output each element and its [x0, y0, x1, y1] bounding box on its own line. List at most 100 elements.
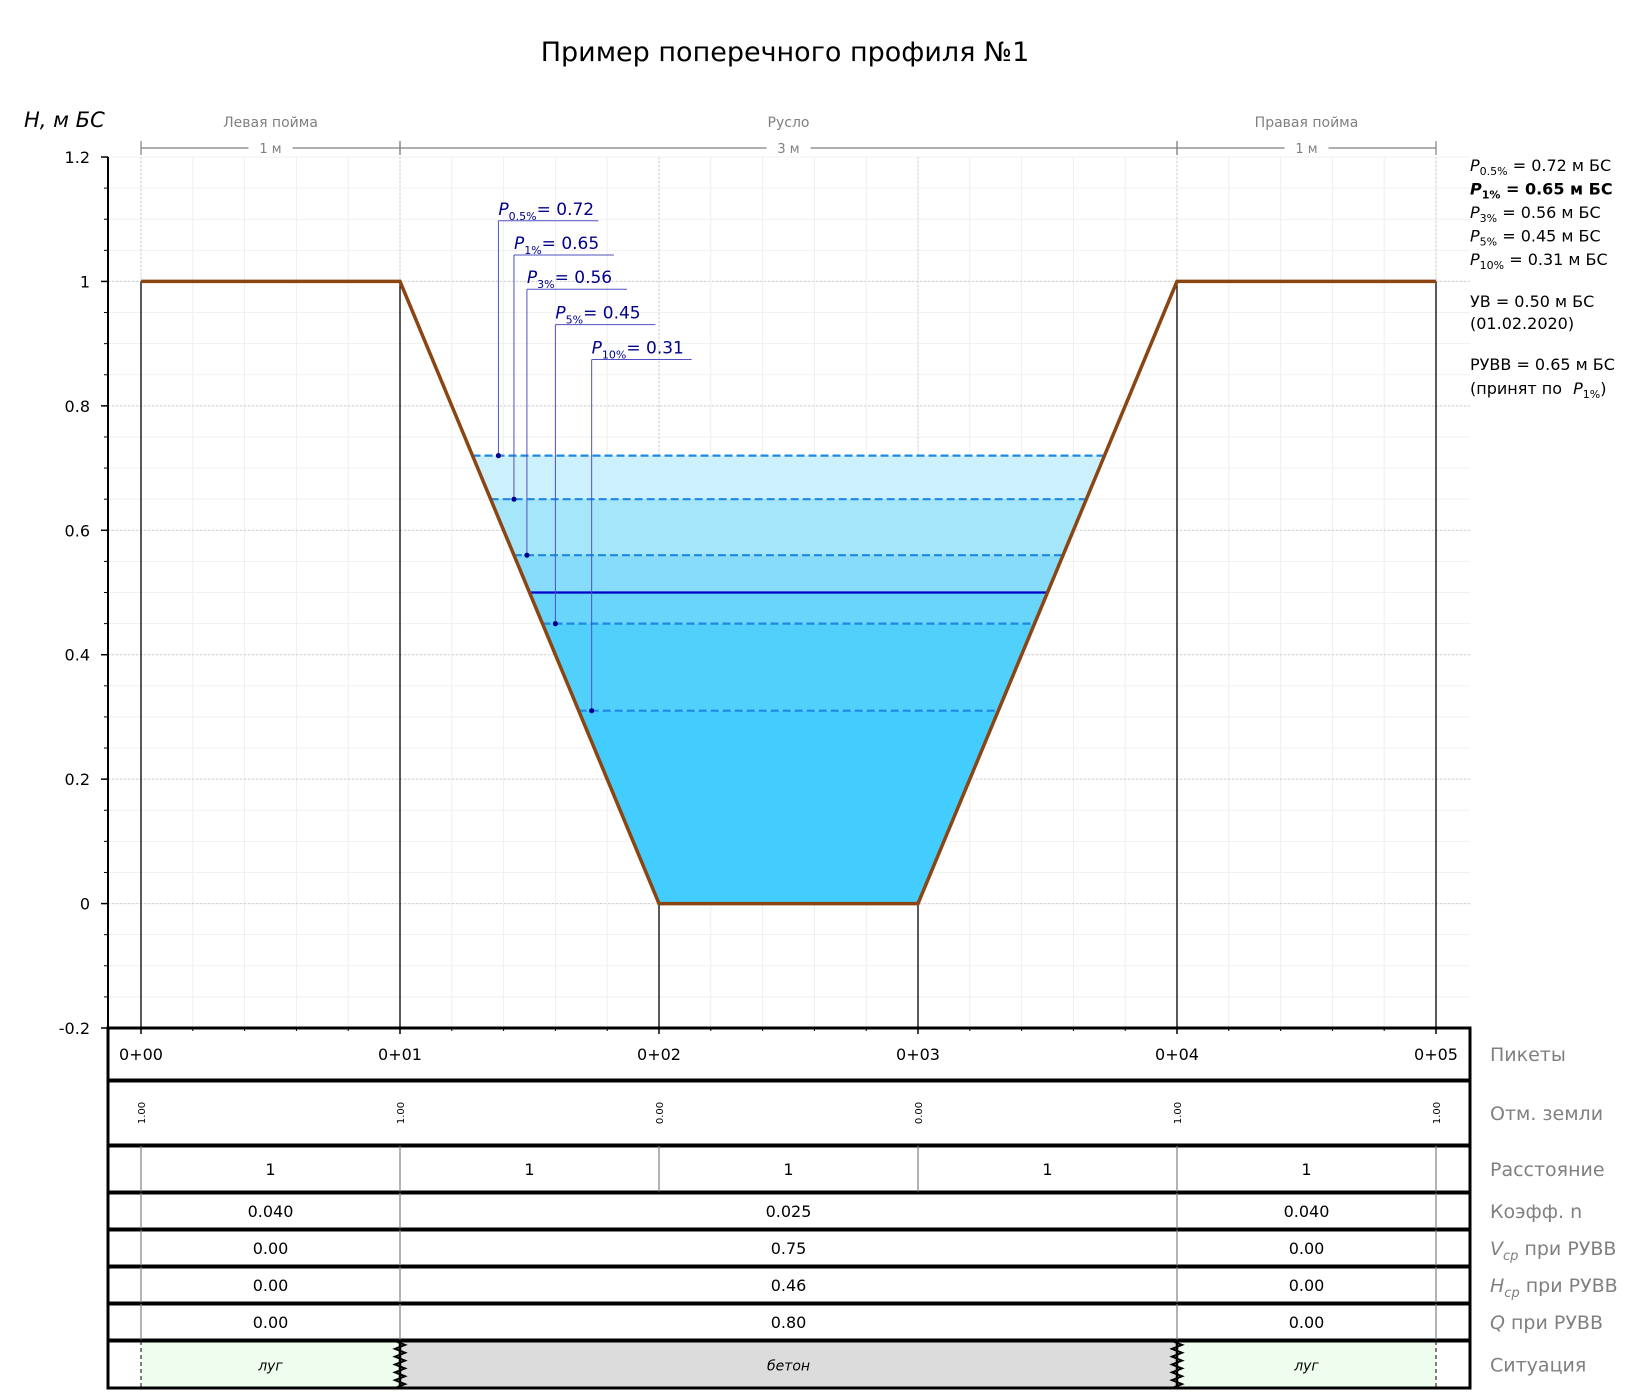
ground-profile — [141, 279, 1436, 906]
callout-label: P5%= 0.45 — [555, 304, 640, 327]
legend-level-rest: = 0.72 м БС — [1508, 156, 1612, 175]
row-label-h-avg: Hср при РУВВ — [1490, 1275, 1618, 1301]
picket-label: 0+03 — [896, 1045, 940, 1064]
y-tick-label: 1 — [80, 272, 90, 291]
row-label-ground: Отм. земли — [1490, 1103, 1603, 1125]
y-tick-label: -0.2 — [59, 1019, 90, 1038]
ground-mark-value: 1.00 — [396, 1102, 407, 1124]
situation-value: луг — [1293, 1359, 1319, 1375]
zone-width-label: 1 м — [1295, 142, 1317, 157]
callout-label: P3%= 0.56 — [527, 268, 612, 291]
water-band — [472, 455, 1105, 500]
callout-label-main: P — [514, 234, 525, 254]
row-label-v-avg-main: V — [1490, 1238, 1505, 1260]
y-tick-label: 1.2 — [65, 148, 90, 167]
row-pickets — [106, 1026, 1472, 1082]
situation-fill — [1177, 1341, 1436, 1388]
legend-level-sub: 0.5% — [1480, 165, 1508, 178]
callout-label-sub: 3% — [537, 278, 554, 291]
row-label-distance: Расстояние — [1490, 1159, 1605, 1181]
water-band — [513, 555, 1064, 593]
ground-line — [141, 279, 1436, 906]
row-situation — [106, 1339, 1472, 1390]
roughness-value: 0.025 — [766, 1202, 812, 1221]
legend-level-sub: 3% — [1480, 212, 1497, 225]
legend-ruvv: РУВВ = 0.65 м БС — [1470, 355, 1615, 374]
callout-label-sub: 0.5% — [509, 210, 537, 223]
water-band — [490, 499, 1087, 556]
h-avg-value: 0.46 — [771, 1276, 807, 1295]
callout-dot — [495, 453, 502, 459]
probability-levels — [472, 454, 1105, 712]
legend-level-sub: 10% — [1480, 259, 1504, 272]
legend-level-main: P — [1470, 250, 1480, 269]
ground-mark-value: 1.00 — [1432, 1102, 1443, 1124]
legend-uv-date: (01.02.2020) — [1470, 314, 1574, 333]
y-tick-label: 0.6 — [65, 521, 90, 540]
callout-label-rest: = 0.72 — [537, 200, 595, 220]
ground-mark-value: 1.00 — [137, 1102, 148, 1124]
ground-mark-value: 0.00 — [914, 1102, 925, 1124]
distance-value: 1 — [1042, 1160, 1052, 1179]
callout-label-rest: = 0.45 — [583, 304, 641, 324]
q-value: 0.80 — [771, 1313, 807, 1332]
v-avg-value: 0.00 — [1289, 1239, 1325, 1258]
legend-level: P10% = 0.31 м БС — [1470, 250, 1608, 272]
callout-label-main: P — [555, 304, 566, 324]
situation-fill — [400, 1341, 1177, 1388]
distance-value: 1 — [1301, 1160, 1311, 1179]
zone-label: Правая пойма — [1255, 115, 1359, 131]
zone-label: Левая пойма — [223, 115, 318, 131]
callout-label: P0.5%= 0.72 — [498, 200, 594, 223]
chart-title: Пример поперечного профиля №1 — [541, 37, 1030, 68]
callout-label-main: P — [592, 339, 603, 359]
distance-value: 1 — [524, 1160, 534, 1179]
situation-zigzag — [1169, 1340, 1185, 1389]
picket-label: 0+01 — [378, 1045, 422, 1064]
v-avg-value: 0.75 — [771, 1239, 807, 1258]
row-label-v-avg-rest: при РУВВ — [1518, 1238, 1616, 1260]
legend-level-main: P — [1470, 227, 1480, 246]
legend-level: P0.5% = 0.72 м БС — [1470, 156, 1611, 178]
picket-label: 0+04 — [1155, 1045, 1199, 1064]
row-label-q-rest: при РУВВ — [1505, 1312, 1603, 1334]
roughness-value: 0.040 — [248, 1202, 294, 1221]
picket-verticals — [140, 281, 1437, 1028]
picket-label: 0+02 — [637, 1045, 681, 1064]
roughness-value: 0.040 — [1284, 1202, 1330, 1221]
row-ground — [106, 1079, 1472, 1147]
water-band — [529, 592, 1048, 624]
ground-mark-value: 1.00 — [1173, 1102, 1184, 1124]
callout-dot — [511, 496, 517, 502]
legend-ruvv-prefix: (принят по — [1470, 379, 1567, 398]
row-label-q: Q при РУВВ — [1490, 1312, 1603, 1334]
legend-level-main: P — [1470, 203, 1480, 222]
situation-zigzag — [392, 1340, 408, 1389]
row-label-v-avg: Vср при РУВВ — [1490, 1238, 1616, 1264]
callout-label: P1%= 0.65 — [514, 234, 599, 257]
legend-ruvv-p: P — [1573, 379, 1583, 398]
y-tick-label: 0.8 — [65, 397, 90, 416]
legend-uv: УВ = 0.50 м БС — [1470, 292, 1594, 311]
callout-label-rest: = 0.56 — [555, 268, 613, 288]
callout-dot — [589, 708, 595, 714]
picket-label: 0+05 — [1414, 1045, 1458, 1064]
zone-width-label: 3 м — [777, 142, 799, 157]
callout-dot — [524, 552, 530, 558]
row-label-v-avg-sub: ср — [1503, 1249, 1518, 1264]
row-label-roughness: Коэфф. n — [1490, 1201, 1582, 1223]
picket-label: 0+00 — [119, 1045, 163, 1064]
zone-width-label: 1 м — [259, 142, 281, 157]
row-label-h-avg-sub: ср — [1504, 1286, 1519, 1301]
row-label-h-avg-rest: при РУВВ — [1520, 1275, 1618, 1297]
h-avg-value: 0.00 — [253, 1276, 289, 1295]
legend-ruvv-basis: (принят по P1%) — [1470, 379, 1606, 401]
callout-label-main: P — [498, 200, 509, 220]
situation-value: бетон — [767, 1359, 810, 1375]
y-axis-label: H, м БС — [24, 108, 105, 132]
distance-value: 1 — [265, 1160, 275, 1179]
situation-value: луг — [257, 1359, 283, 1375]
